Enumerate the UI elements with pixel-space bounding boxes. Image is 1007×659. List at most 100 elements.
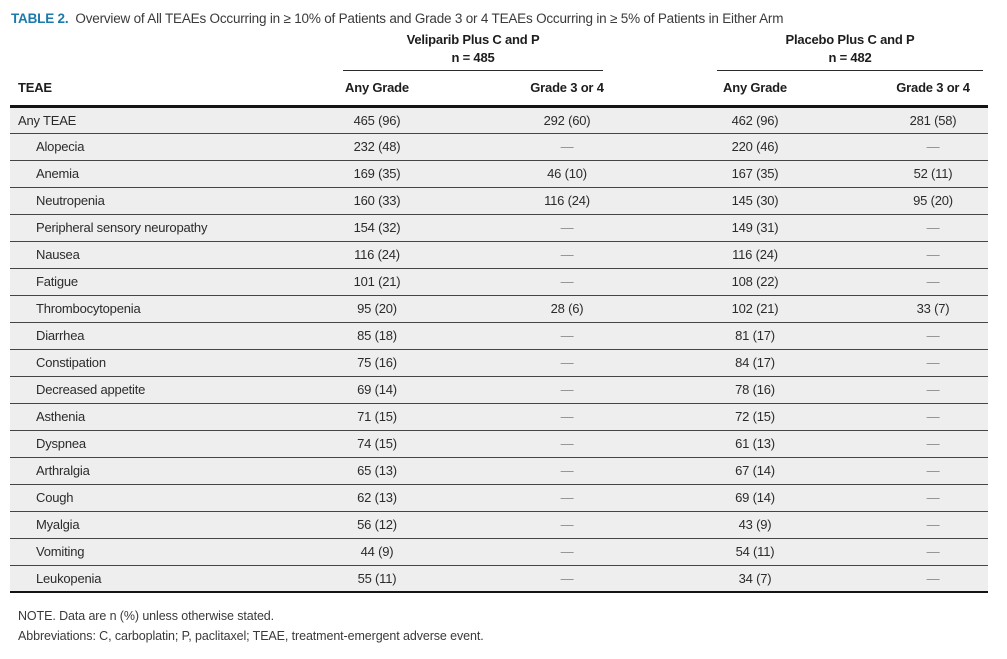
table-row: Vomiting 44 (9) —54 (11) — xyxy=(10,537,988,566)
table-row: Neutropenia 160 (33) 116 (24) 145 (30) 95 (2… xyxy=(10,186,988,215)
value-cell: 462 (96) xyxy=(662,106,848,134)
table-row: Decreased appetite 69 (14) —78 (16) — xyxy=(10,375,988,404)
value-cell: 145 (30) xyxy=(662,186,848,215)
teae-name-cell: Leukopenia xyxy=(10,564,282,594)
value-cell: 33 (7) xyxy=(848,294,988,323)
value-cell: 65 (13) xyxy=(282,456,472,485)
value-cell: — xyxy=(472,240,662,269)
value-cell: — xyxy=(848,510,988,539)
table-row: Constipation 75 (16) —84 (17) — xyxy=(10,348,988,377)
value-cell: — xyxy=(472,321,662,350)
group-name-placebo: Placebo Plus C and P xyxy=(785,32,915,47)
value-cell: 34 (7) xyxy=(662,564,848,594)
value-cell: — xyxy=(472,402,662,431)
table-row: Peripheral sensory neuropathy 154 (32) —14… xyxy=(10,213,988,242)
value-cell: 154 (32) xyxy=(282,213,472,242)
value-cell: — xyxy=(472,267,662,296)
value-cell: — xyxy=(848,564,988,594)
value-cell: — xyxy=(848,429,988,458)
table-row: Fatigue 101 (21) —108 (22) — xyxy=(10,267,988,296)
value-cell: 108 (22) xyxy=(662,267,848,296)
value-cell: 71 (15) xyxy=(282,402,472,431)
value-cell: 102 (21) xyxy=(662,294,848,323)
value-cell: 62 (13) xyxy=(282,483,472,512)
teae-name-cell: Any TEAE xyxy=(10,106,282,134)
value-cell: 116 (24) xyxy=(472,186,662,215)
teae-name-cell: Anemia xyxy=(10,159,282,188)
group-header-row: Veliparib Plus C and P n = 485 Placebo P… xyxy=(10,31,988,72)
group-n-veliparib: n = 485 xyxy=(451,49,495,65)
teae-name-cell: Myalgia xyxy=(10,510,282,539)
teae-name-cell: Diarrhea xyxy=(10,321,282,350)
table-caption: Overview of All TEAEs Occurring in ≥ 10%… xyxy=(75,11,784,26)
column-header-veliparib-any-grade: Any Grade xyxy=(282,71,472,108)
value-cell: — xyxy=(848,456,988,485)
group-header-spacer xyxy=(10,31,282,71)
table-row: Thrombocytopenia 95 (20) 28 (6) 102 (21) 33 … xyxy=(10,294,988,323)
value-cell: — xyxy=(848,402,988,431)
teae-name-cell: Decreased appetite xyxy=(10,375,282,404)
value-cell: 292 (60) xyxy=(472,106,662,134)
table-row: Dyspnea 74 (15) —61 (13) — xyxy=(10,429,988,458)
teae-name-cell: Fatigue xyxy=(10,267,282,296)
column-header-placebo-grade-3-4: Grade 3 or 4 xyxy=(848,71,988,108)
value-cell: 116 (24) xyxy=(662,240,848,269)
value-cell: 55 (11) xyxy=(282,564,472,594)
value-cell: 160 (33) xyxy=(282,186,472,215)
value-cell: — xyxy=(848,375,988,404)
teae-name-cell: Cough xyxy=(10,483,282,512)
value-cell: 167 (35) xyxy=(662,159,848,188)
table-row: Arthralgia 65 (13) —67 (14) — xyxy=(10,456,988,485)
value-cell: — xyxy=(472,132,662,161)
teae-name-cell: Arthralgia xyxy=(10,456,282,485)
table-title: TABLE 2. Overview of All TEAEs Occurring … xyxy=(11,11,1007,26)
value-cell: 116 (24) xyxy=(282,240,472,269)
value-cell: — xyxy=(848,483,988,512)
teae-table: Veliparib Plus C and P n = 485 Placebo P… xyxy=(10,31,988,594)
value-cell: 220 (46) xyxy=(662,132,848,161)
teae-table-body: Any TEAE 465 (96) 292 (60) 462 (96) 281 (58)… xyxy=(10,106,988,594)
value-cell: 75 (16) xyxy=(282,348,472,377)
value-cell: 78 (16) xyxy=(662,375,848,404)
table-row: Asthenia 71 (15) —72 (15) — xyxy=(10,402,988,431)
value-cell: — xyxy=(472,375,662,404)
value-cell: 28 (6) xyxy=(472,294,662,323)
value-cell: 281 (58) xyxy=(848,106,988,134)
value-cell: 169 (35) xyxy=(282,159,472,188)
value-cell: 67 (14) xyxy=(662,456,848,485)
table-row: Any TEAE 465 (96) 292 (60) 462 (96) 281 (58) xyxy=(10,106,988,134)
value-cell: 149 (31) xyxy=(662,213,848,242)
value-cell: — xyxy=(848,537,988,566)
teae-name-cell: Nausea xyxy=(10,240,282,269)
value-cell: 84 (17) xyxy=(662,348,848,377)
table-row: Alopecia 232 (48) —220 (46) — xyxy=(10,132,988,161)
teae-name-cell: Neutropenia xyxy=(10,186,282,215)
teae-name-cell: Thrombocytopenia xyxy=(10,294,282,323)
value-cell: — xyxy=(848,240,988,269)
teae-name-cell: Asthenia xyxy=(10,402,282,431)
value-cell: 69 (14) xyxy=(282,375,472,404)
value-cell: — xyxy=(472,537,662,566)
teae-name-cell: Alopecia xyxy=(10,132,282,161)
value-cell: — xyxy=(472,429,662,458)
value-cell: 61 (13) xyxy=(662,429,848,458)
value-cell: 81 (17) xyxy=(662,321,848,350)
column-header-veliparib-grade-3-4: Grade 3 or 4 xyxy=(472,71,662,108)
table-row: Myalgia 56 (12) —43 (9) — xyxy=(10,510,988,539)
teae-name-cell: Vomiting xyxy=(10,537,282,566)
table-row: Anemia 169 (35) 46 (10) 167 (35) 52 (11) xyxy=(10,159,988,188)
value-cell: 52 (11) xyxy=(848,159,988,188)
value-cell: — xyxy=(848,213,988,242)
value-cell: 74 (15) xyxy=(282,429,472,458)
column-header-teae: TEAE xyxy=(10,71,282,108)
value-cell: — xyxy=(848,267,988,296)
value-cell: — xyxy=(472,348,662,377)
value-cell: 44 (9) xyxy=(282,537,472,566)
value-cell: 232 (48) xyxy=(282,132,472,161)
table-row: Diarrhea 85 (18) —81 (17) — xyxy=(10,321,988,350)
value-cell: 69 (14) xyxy=(662,483,848,512)
column-header-row: TEAE Any Grade Grade 3 or 4 Any Grade Gr… xyxy=(10,71,988,108)
table-row: Leukopenia 55 (11) —34 (7) — xyxy=(10,564,988,594)
value-cell: — xyxy=(848,348,988,377)
